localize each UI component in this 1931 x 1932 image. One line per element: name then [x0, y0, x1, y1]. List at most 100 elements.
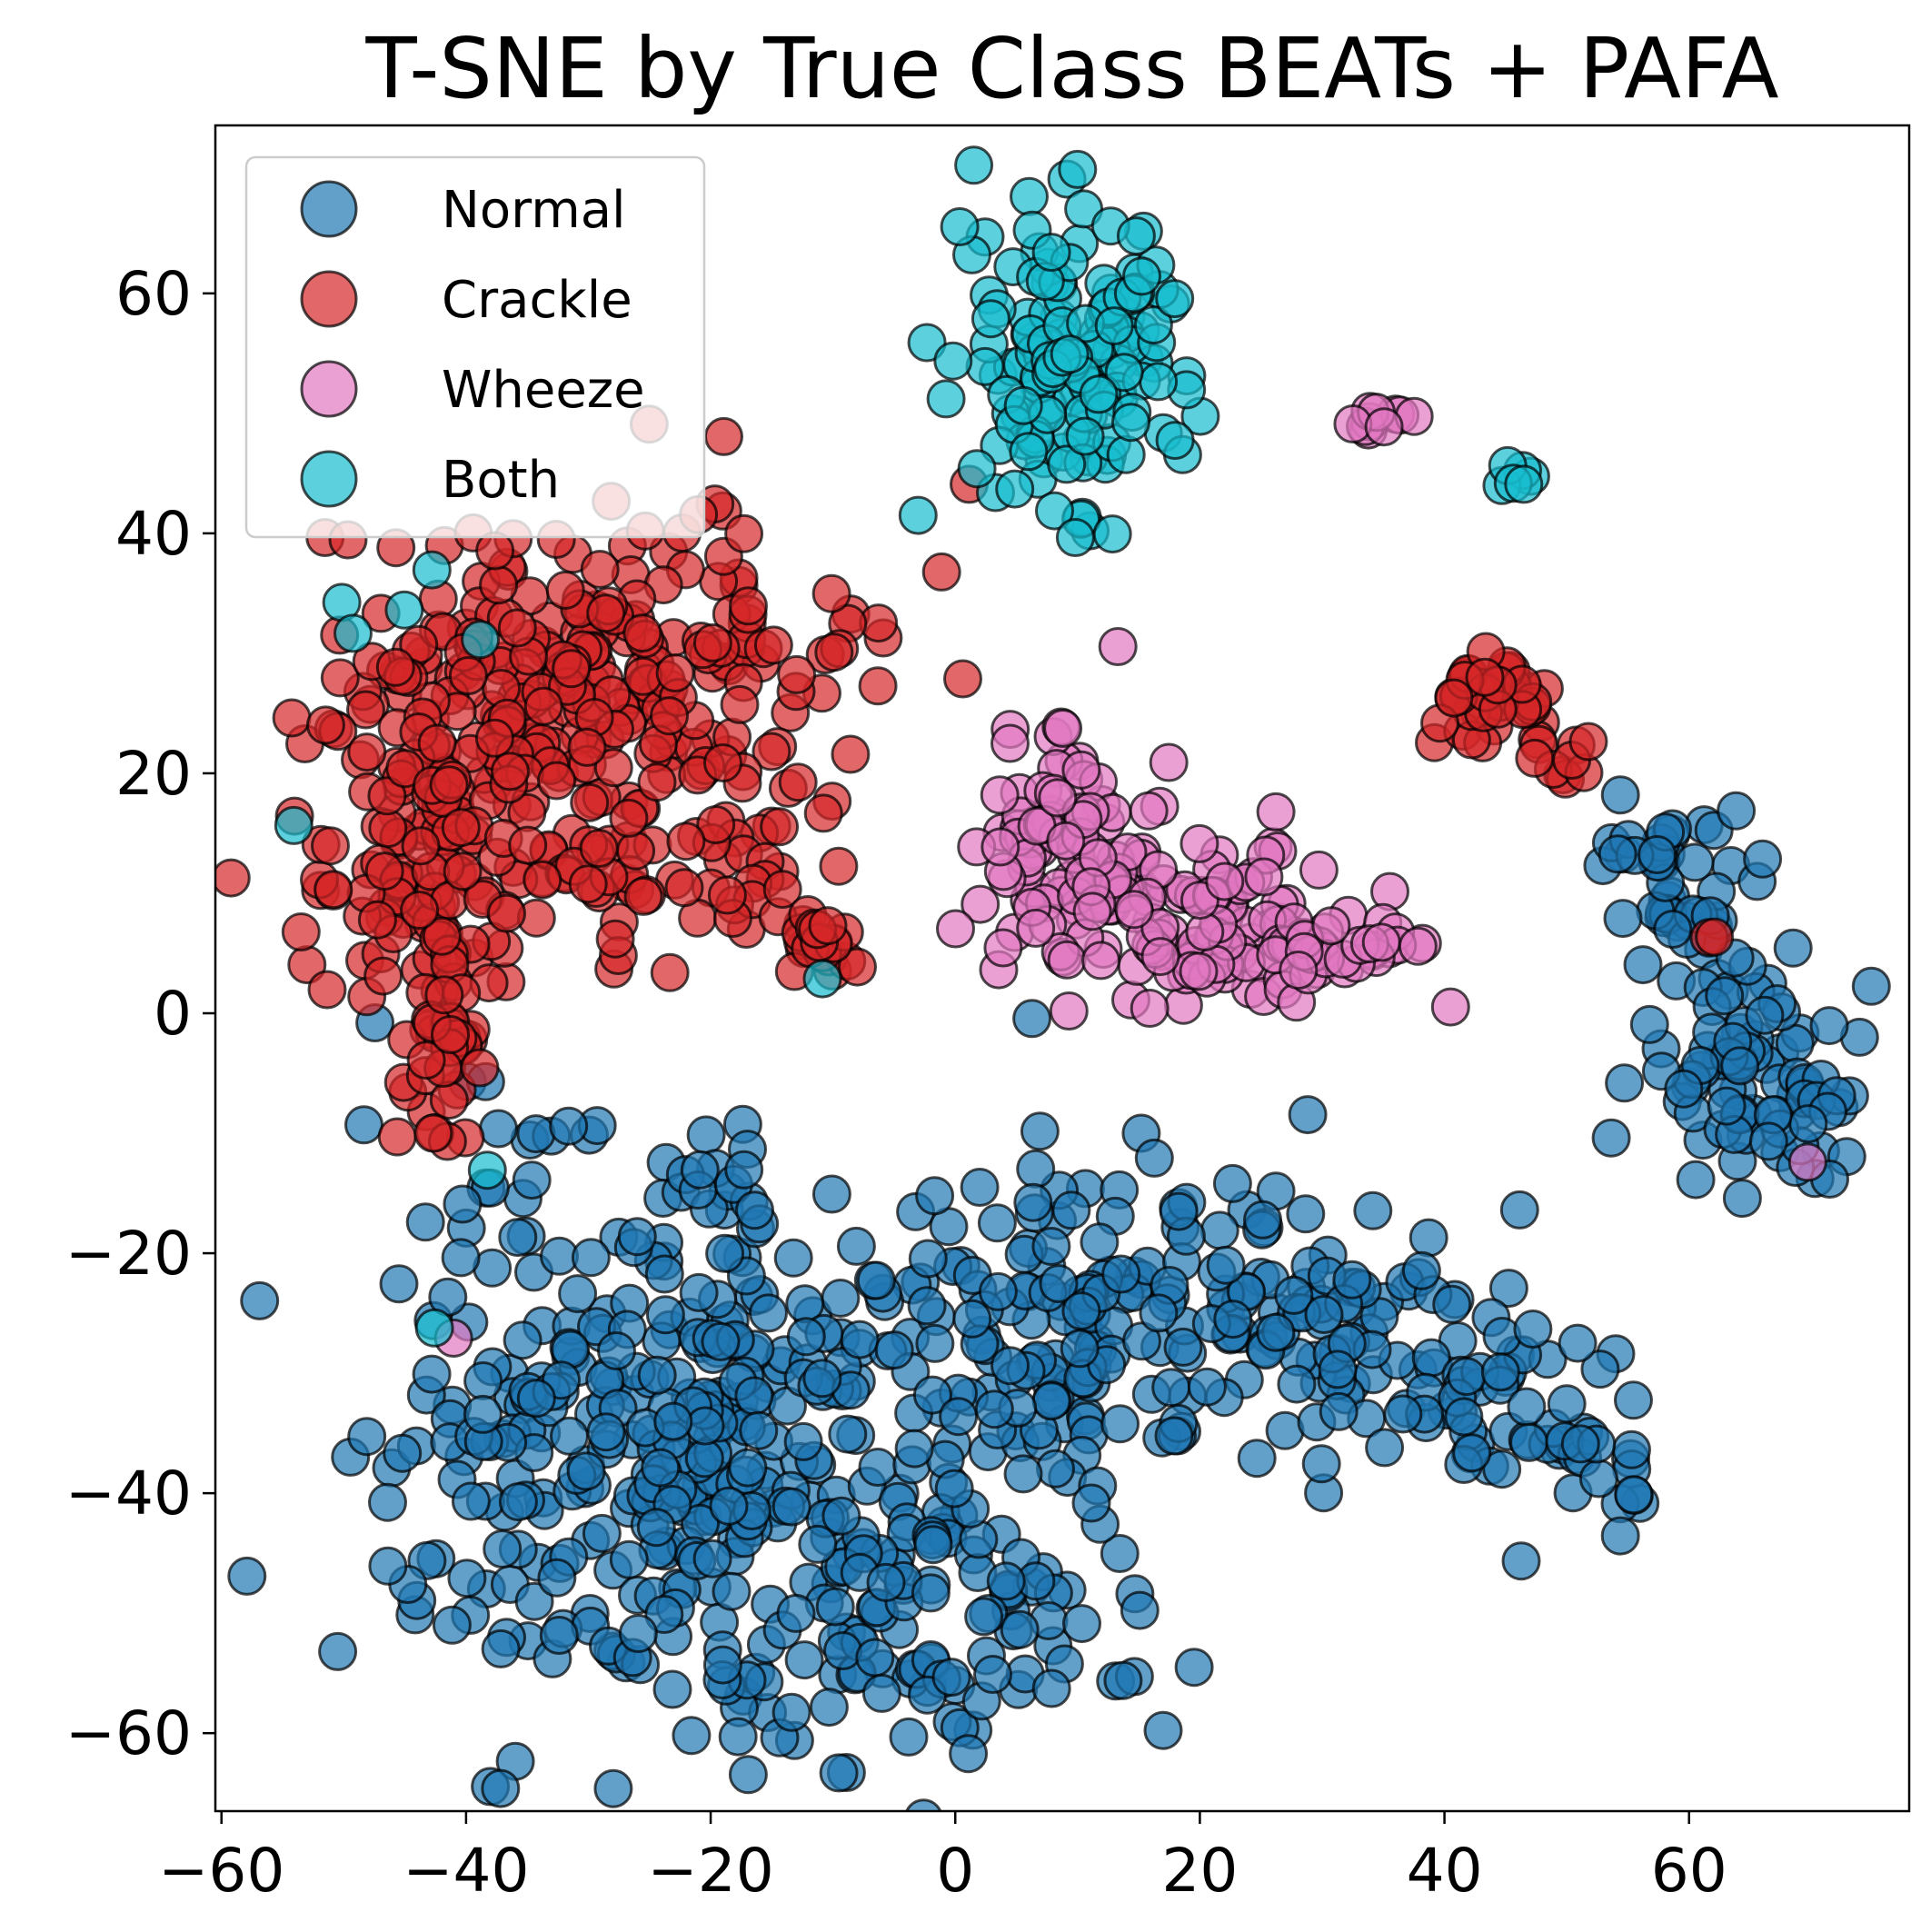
point-normal: [739, 1410, 779, 1450]
point-normal: [684, 1439, 724, 1479]
point-normal: [645, 1295, 685, 1335]
point-normal: [931, 1658, 971, 1698]
point-normal: [368, 1482, 407, 1522]
point-both: [1094, 306, 1134, 346]
point-wheeze: [1114, 890, 1154, 930]
series-normal: [227, 775, 1891, 1811]
point-crackle: [474, 718, 514, 758]
point-normal: [379, 1264, 419, 1304]
point-normal: [735, 1190, 774, 1230]
point-normal: [705, 1233, 745, 1273]
legend-marker-wheeze: [300, 360, 358, 418]
y-axis: −60 −40 −20 0 20 40 60: [65, 259, 215, 1768]
point-normal: [1612, 1429, 1651, 1469]
point-crackle: [707, 875, 747, 915]
point-normal: [1187, 1367, 1227, 1407]
point-wheeze: [936, 909, 975, 949]
point-normal: [776, 1593, 816, 1633]
legend-marker-normal: [300, 180, 358, 238]
point-normal: [1580, 1349, 1620, 1389]
point-normal: [1051, 1190, 1091, 1230]
point-both: [1155, 421, 1195, 461]
point-crackle: [724, 513, 764, 553]
point-crackle: [357, 900, 397, 940]
point-wheeze: [980, 775, 1020, 815]
point-crackle: [460, 1048, 500, 1088]
point-normal: [1237, 1439, 1277, 1479]
point-crackle: [838, 947, 877, 987]
point-normal: [558, 1274, 598, 1314]
point-normal: [908, 1239, 948, 1279]
point-normal: [463, 1394, 503, 1434]
point-normal: [597, 1331, 636, 1370]
point-crackle: [272, 698, 312, 738]
point-crackle: [497, 608, 537, 648]
point-crackle: [696, 805, 736, 844]
point-crackle: [655, 653, 695, 692]
point-normal: [1020, 1111, 1060, 1151]
point-normal: [516, 1379, 556, 1419]
point-normal: [1213, 1300, 1253, 1339]
point-crackle: [1695, 917, 1735, 957]
point-normal: [1707, 1086, 1747, 1126]
point-normal: [728, 1448, 768, 1488]
point-normal: [802, 1359, 842, 1399]
point-crackle: [570, 782, 610, 822]
point-normal: [1623, 945, 1663, 985]
point-crackle: [692, 622, 732, 662]
point-crackle: [363, 956, 403, 996]
point-normal: [1143, 1710, 1183, 1750]
point-normal: [823, 1631, 862, 1670]
point-both: [926, 379, 966, 419]
point-crackle: [401, 826, 441, 866]
point-normal: [652, 1669, 692, 1709]
x-tick-label: 0: [936, 1836, 974, 1906]
point-both: [1079, 374, 1119, 414]
point-wheeze: [1430, 987, 1470, 1027]
point-normal: [1558, 1323, 1598, 1363]
point-both: [1133, 305, 1173, 345]
y-tick-label: 40: [115, 499, 192, 569]
point-normal: [840, 1320, 880, 1359]
point-normal: [405, 1202, 445, 1242]
point-crackle: [943, 659, 982, 699]
point-crackle: [431, 1015, 470, 1054]
point-wheeze: [1130, 989, 1170, 1028]
point-both: [1092, 514, 1132, 554]
point-normal: [447, 1559, 487, 1598]
point-normal: [1383, 1394, 1423, 1434]
point-wheeze: [1129, 791, 1169, 831]
point-normal: [1722, 1179, 1762, 1219]
point-normal: [1163, 1327, 1203, 1367]
point-crackle: [921, 552, 961, 592]
scatter-points: [215, 145, 1891, 1811]
point-normal: [1134, 1138, 1174, 1178]
point-both: [940, 207, 980, 246]
point-wheeze: [1787, 1142, 1827, 1182]
point-normal: [586, 1412, 626, 1452]
point-normal: [463, 1361, 503, 1400]
point-crackle: [753, 625, 793, 665]
point-wheeze: [1149, 742, 1189, 782]
point-crackle: [593, 748, 633, 788]
point-wheeze: [1047, 940, 1087, 980]
point-normal: [1664, 1069, 1704, 1109]
point-crackle: [819, 846, 859, 886]
point-normal: [451, 1481, 491, 1521]
point-normal: [441, 1238, 481, 1278]
point-normal: [1509, 1422, 1549, 1462]
point-normal: [1100, 1404, 1140, 1444]
point-normal: [1319, 1391, 1359, 1431]
point-normal: [318, 1631, 358, 1671]
point-wheeze: [1038, 778, 1078, 818]
point-normal: [1600, 1516, 1640, 1556]
point-normal: [368, 1546, 408, 1586]
point-normal: [1243, 1200, 1282, 1240]
point-crackle: [320, 658, 360, 698]
point-crackle: [729, 586, 768, 626]
point-normal: [712, 1571, 751, 1611]
legend-marker-both: [300, 450, 358, 508]
point-both: [1050, 334, 1090, 374]
point-normal: [964, 1597, 1004, 1637]
